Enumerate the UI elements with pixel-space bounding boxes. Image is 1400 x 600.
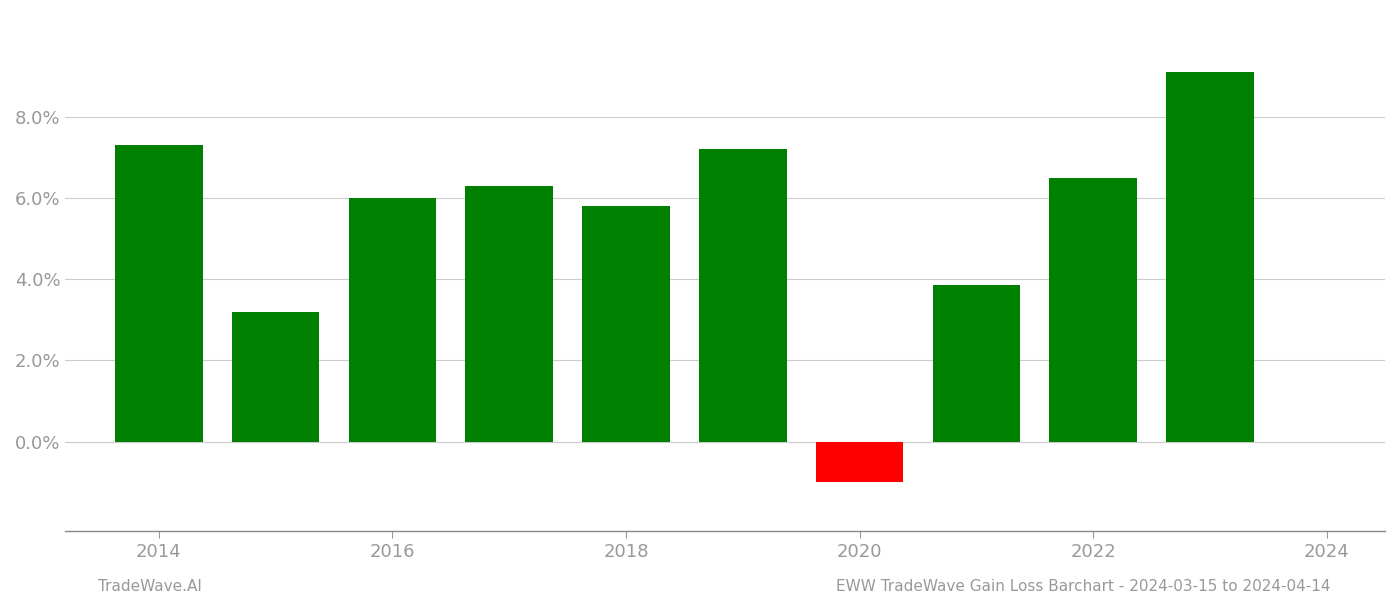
Bar [582, 206, 669, 442]
Text: TradeWave.AI: TradeWave.AI [98, 579, 202, 594]
Text: EWW TradeWave Gain Loss Barchart - 2024-03-15 to 2024-04-14: EWW TradeWave Gain Loss Barchart - 2024-… [836, 579, 1330, 594]
Bar [465, 186, 553, 442]
Bar [349, 198, 437, 442]
Bar [699, 149, 787, 442]
Bar [232, 312, 319, 442]
Bar [932, 285, 1021, 442]
Bar [1166, 72, 1253, 442]
Bar [816, 442, 903, 482]
Bar [1049, 178, 1137, 442]
Bar [115, 145, 203, 442]
